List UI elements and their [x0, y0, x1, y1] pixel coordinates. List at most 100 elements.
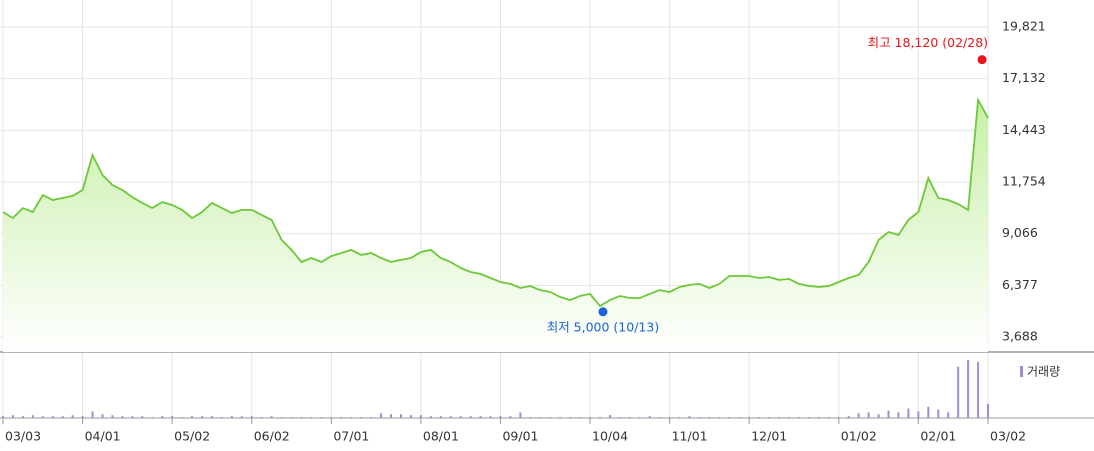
volume-bar [678, 417, 681, 418]
y-tick-label: 6,377 [1002, 277, 1038, 292]
volume-bar [907, 408, 910, 418]
volume-bar [788, 417, 791, 418]
volume-bar [280, 417, 283, 418]
volume-bar [210, 416, 213, 418]
volume-bar [827, 417, 830, 418]
volume-bar [559, 417, 562, 418]
volume-bar [648, 416, 651, 418]
y-tick-label: 19,821 [1002, 19, 1046, 34]
volume-bar [638, 417, 641, 418]
volume-bar [151, 417, 154, 418]
high-marker [977, 55, 987, 65]
volume-bar [11, 415, 14, 418]
volume-bar [917, 411, 920, 418]
y-tick-label: 17,132 [1002, 70, 1046, 85]
volume-bar [2, 416, 4, 418]
volume-bar [748, 417, 751, 418]
volume-bar [429, 416, 432, 418]
volume-bar [728, 417, 731, 418]
volume-bar [708, 417, 711, 418]
volume-bar [131, 416, 134, 418]
volume-bar [370, 417, 373, 418]
x-tick-label: 04/01 [85, 429, 121, 444]
volume-bar [51, 416, 54, 418]
volume-bar [31, 415, 34, 418]
volume-bar [857, 413, 860, 418]
volume-bar [350, 417, 353, 418]
volume-bar [618, 417, 621, 418]
x-tick-label: 01/02 [841, 429, 877, 444]
volume-bar [300, 417, 303, 418]
x-tick-label: 11/01 [672, 429, 708, 444]
volume-bar [688, 416, 691, 418]
area-fill [3, 100, 988, 352]
volume-bar [81, 416, 84, 418]
volume-bar [479, 416, 482, 418]
volume-bar [598, 417, 601, 418]
volume-bar [927, 406, 930, 418]
volume-bar [191, 416, 194, 418]
y-tick-label: 3,688 [1002, 329, 1038, 344]
volume-bar [778, 417, 781, 418]
volume-legend: 거래량 [1027, 365, 1060, 379]
volume-bar [340, 417, 343, 418]
volume-bar [519, 412, 522, 418]
volume-bar [967, 360, 970, 418]
volume-bar [111, 415, 114, 418]
y-tick-label: 14,443 [1002, 122, 1046, 137]
volume-bar [529, 417, 532, 418]
volume-bar [141, 416, 144, 418]
volume-bar [270, 416, 273, 418]
volume-bar [220, 417, 223, 418]
volume-bar [867, 412, 870, 418]
volume-bar [469, 416, 472, 418]
volume-bar [608, 415, 611, 418]
volume-bar [330, 417, 333, 418]
volume-bar [200, 416, 203, 418]
volume-bar [489, 416, 492, 418]
volume-bar [977, 361, 980, 418]
volume-bar [847, 416, 850, 418]
volume-bar [509, 416, 512, 418]
volume-bar [569, 417, 572, 418]
y-tick-label: 11,754 [1002, 174, 1046, 189]
volume-bar [579, 417, 582, 418]
volume-bar [668, 417, 671, 418]
volume-bar [290, 417, 293, 418]
volume-bar [549, 417, 552, 418]
volume-bar [260, 417, 263, 418]
volume-bar [230, 416, 233, 418]
volume-bar [380, 413, 383, 418]
volume-bar [250, 416, 253, 418]
volume-bar [390, 414, 393, 418]
volume-bar [21, 416, 24, 418]
x-tick-label: 08/01 [423, 429, 459, 444]
volume-bar [937, 409, 940, 418]
volume-bar [41, 416, 44, 418]
high-label: 최고 18,120 (02/28) [868, 35, 988, 50]
x-tick-label: 03/02 [990, 429, 1026, 444]
volume-bar [459, 416, 462, 418]
volume-bar [947, 412, 950, 418]
volume-bar [628, 417, 631, 418]
volume-bar [698, 417, 701, 418]
volume-bar [399, 414, 402, 418]
volume-bar [240, 416, 243, 418]
price-line [2, 96, 989, 308]
volume-bar [409, 415, 412, 418]
volume-bar [837, 417, 840, 418]
volume-bar [61, 416, 64, 418]
x-tick-label: 10/04 [592, 429, 628, 444]
volume-bar [957, 366, 960, 418]
volume-bar [987, 403, 989, 418]
volume-bar [320, 417, 323, 418]
x-tick-label: 12/01 [751, 429, 787, 444]
volume-bar [758, 417, 761, 418]
volume-bar [807, 417, 810, 418]
x-tick-label: 03/03 [5, 429, 41, 444]
volume-bar [897, 412, 900, 418]
volume-bar [171, 416, 174, 418]
volume-bar [449, 416, 452, 418]
volume-bar [539, 417, 542, 418]
